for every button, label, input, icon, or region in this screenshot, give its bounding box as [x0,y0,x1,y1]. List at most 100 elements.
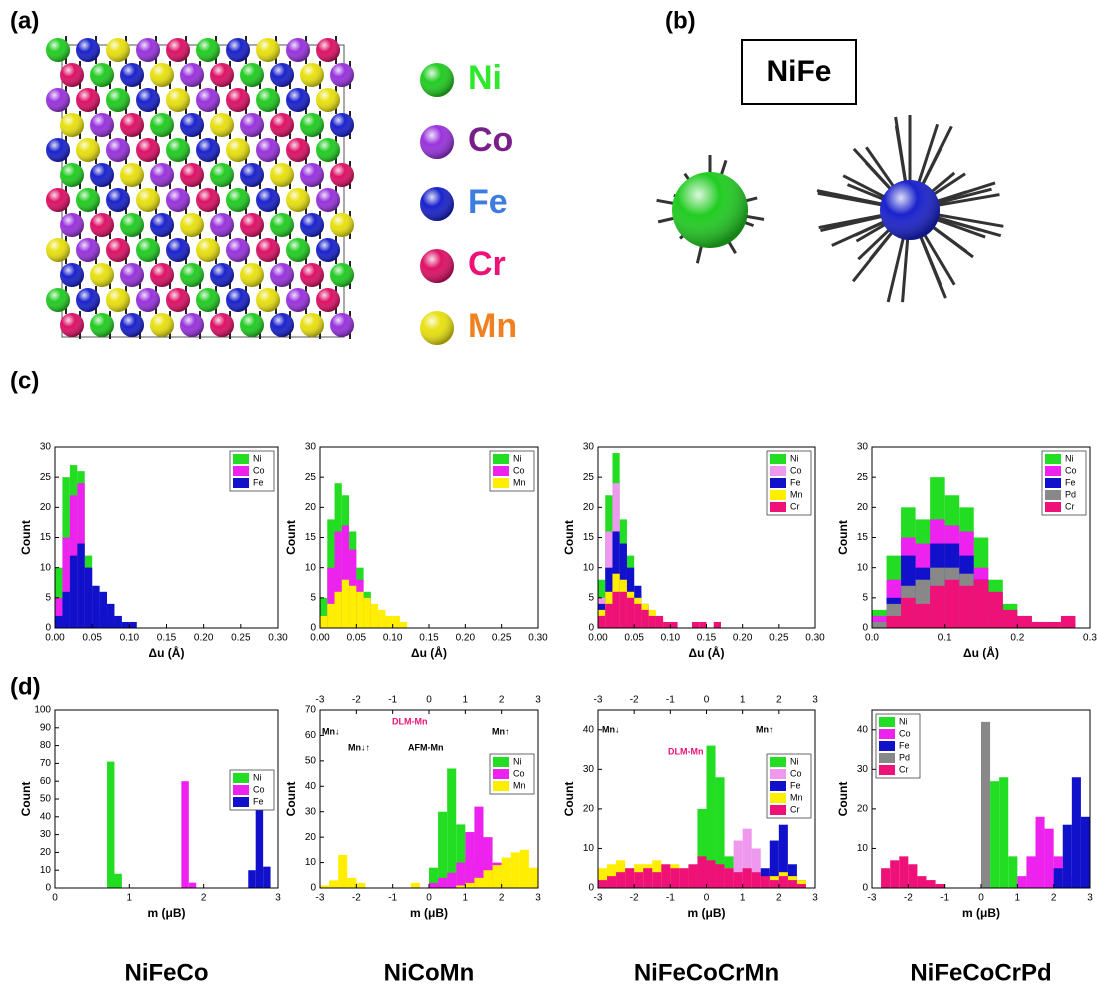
moment-spheres [656,115,1004,303]
x-axis-label: Δu (Å) [411,645,447,660]
element-label: Mn [468,307,517,345]
legend-sphere-shade [420,311,454,345]
atom-shade [316,188,340,212]
atom-shade [60,313,84,337]
bar [973,579,989,628]
atom-shade [150,263,174,287]
annotation: Mn↓ [322,726,340,736]
atom-shade [46,38,70,62]
atom-shade [316,38,340,62]
y-tick-label: 50 [40,794,52,805]
top-tick-label: 3 [812,695,818,706]
atom-shade [286,88,310,112]
legend-label: Pd [899,752,910,762]
atom-shade [330,63,354,87]
atom-shade [180,113,204,137]
atom-shade [166,138,190,162]
y-axis-label: Count [562,782,576,817]
legend-label: Cr [899,764,909,774]
x-tick-label: -1 [388,893,397,904]
top-tick-label: -3 [594,695,603,706]
bar [1026,856,1036,888]
x-tick-label: 0.20 [456,633,476,644]
y-tick-label: 5 [310,592,316,603]
atom-shade [76,88,100,112]
bar [438,877,448,888]
bar [320,615,328,628]
bar [778,824,788,888]
x-tick-label: -2 [630,893,639,904]
annotation: DLM-Mn [668,746,704,756]
bar [881,868,891,888]
bar [474,806,484,888]
atom-shade [196,188,220,212]
atom-shade [300,113,324,137]
x-tick-label: 0.20 [194,633,214,644]
y-tick-label: 10 [583,562,595,573]
x-tick-label: -2 [904,893,913,904]
atom-shade [270,263,294,287]
atom-shade [256,288,280,312]
atom-shade [136,188,160,212]
legend-label: Cr [790,501,800,511]
atom-shade [270,313,294,337]
x-tick-label: 3 [812,893,818,904]
annotation: Mn↑ [756,724,774,734]
atom-shade [226,38,250,62]
atom-shade [196,88,220,112]
legend-label: Pd [1065,489,1076,499]
atom-shade [60,213,84,237]
bar [465,832,475,888]
legend-swatch [233,797,249,807]
atom-shade [300,263,324,287]
atom-shade [256,38,280,62]
legend-label: Ni [1065,453,1074,463]
legend-swatch [493,454,509,464]
atom-shade [210,263,234,287]
bar [92,585,100,628]
bar [510,852,520,888]
legend-swatch [233,466,249,476]
legend-swatch [879,765,895,775]
atom-shade [166,38,190,62]
bar [742,868,752,888]
atom-shade [180,63,204,87]
bar [915,603,931,628]
bar [107,761,115,888]
bar [438,811,448,888]
bar [626,597,635,628]
legend-swatch [770,781,786,791]
x-tick-label: 0.30 [268,633,288,644]
atom-shade [90,263,114,287]
annotation: DLM-Mn [392,716,428,726]
atom-shade [136,38,160,62]
x-tick-label: 3 [275,893,281,904]
bar [1008,856,1018,888]
atom-shade [60,113,84,137]
legend-label: Fe [790,780,801,790]
bar [670,868,680,888]
x-tick-label: 0.25 [769,633,789,644]
bar [733,840,743,888]
bar [456,862,466,888]
legend-label: Fe [899,740,910,750]
atom-shade [150,163,174,187]
bar [641,609,649,628]
atom-shade [106,238,130,262]
x-tick-label: 0 [978,893,984,904]
atom-shade [330,163,354,187]
y-tick-label: 10 [583,843,595,854]
legend-swatch [770,805,786,815]
bar [634,872,644,888]
annotation: Mn↓↑ [348,742,370,752]
y-tick-label: 20 [305,832,317,843]
atom-shade [300,63,324,87]
x-axis-label: m (μB) [962,906,1000,920]
bar [1002,609,1018,628]
x-tick-label: 0 [52,893,58,904]
element-label: Fe [468,183,508,221]
bar [899,856,909,888]
atom-shade [300,163,324,187]
atom-shade [106,288,130,312]
y-axis-label: Count [19,782,33,817]
